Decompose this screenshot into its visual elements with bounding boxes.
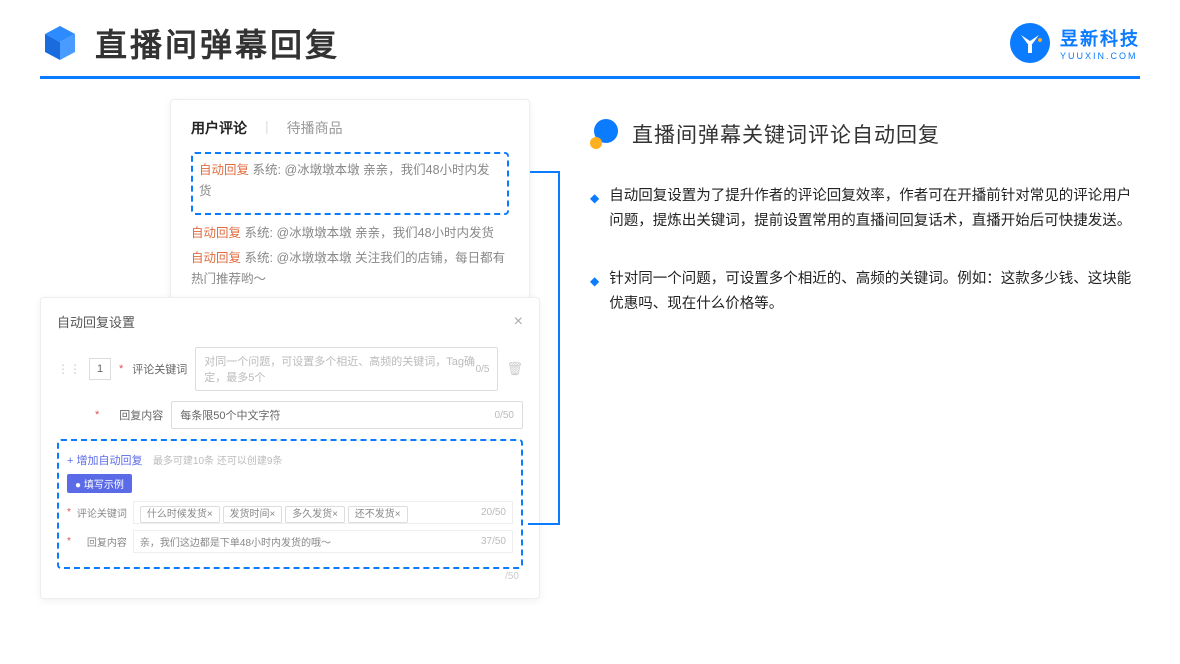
tag-chip[interactable]: 什么时候发货× — [140, 506, 220, 523]
reply-counter: 0/50 — [495, 410, 514, 421]
diamond-icon: ◆ — [590, 188, 599, 235]
comment-text: @冰墩墩本墩 亲亲，我们48小时内发货 — [276, 226, 494, 240]
system-label: 系统: — [245, 226, 273, 240]
tag-chip[interactable]: 发货时间× — [223, 506, 283, 523]
cube-icon — [40, 23, 80, 63]
header-left: 直播间弹幕回复 — [40, 20, 340, 66]
keyword-input[interactable]: 对同一个问题，可设置多个相近、高频的关键词，Tag确定，最多5个 0/5 — [195, 347, 498, 391]
reply-row: * 回复内容 每条限50个中文字符 0/50 — [57, 401, 523, 429]
required-marker: * — [67, 536, 71, 547]
ex-reply-text: 亲，我们这边都是下单48小时内发货的哦～ — [140, 534, 331, 549]
ex-keyword-label: 评论关键词 — [77, 505, 127, 520]
ex-tags: 什么时候发货× 发货时间× 多久发货× 还不发货× — [140, 505, 408, 520]
tab-user-comments[interactable]: 用户评论 — [191, 118, 247, 138]
example-keyword-row: * 评论关键词 什么时候发货× 发货时间× 多久发货× 还不发货× 20/50 — [67, 501, 513, 524]
section-header: 直播间弹幕关键词评论自动回复 — [590, 119, 1140, 149]
add-reply-link[interactable]: + 增加自动回复 — [67, 452, 142, 468]
outer-counter: /50 — [57, 569, 523, 582]
tab-separator: | — [265, 118, 269, 138]
connector-line — [558, 171, 560, 525]
left-column: 用户评论 | 待播商品 自动回复 系统: @冰墩墩本墩 亲亲，我们48小时内发货… — [40, 99, 540, 599]
required-marker: * — [95, 409, 99, 421]
right-column: 直播间弹幕关键词评论自动回复 ◆ 自动回复设置为了提升作者的评论回复效率，作者可… — [590, 99, 1140, 599]
auto-reply-tag: 自动回复 — [191, 251, 241, 265]
keyword-label: 评论关键词 — [131, 361, 187, 377]
index-box: 1 — [89, 358, 111, 380]
tag-chip[interactable]: 还不发货× — [348, 506, 408, 523]
delete-icon[interactable]: 🗑 — [506, 361, 523, 377]
tag-chip[interactable]: 多久发货× — [285, 506, 345, 523]
auto-reply-tag: 自动回复 — [191, 226, 241, 240]
connector-line — [528, 523, 560, 525]
ex-keyword-counter: 20/50 — [481, 507, 506, 518]
example-reply-row: * 回复内容 亲，我们这边都是下单48小时内发货的哦～ 37/50 — [67, 530, 513, 553]
settings-card: 自动回复设置 × ⋮⋮ 1 * 评论关键词 对同一个问题，可设置多个相近、高频的… — [40, 297, 540, 599]
comment-line: 自动回复 系统: @冰墩墩本墩 亲亲，我们48小时内发货 — [199, 160, 501, 203]
settings-title: 自动回复设置 — [57, 312, 135, 331]
add-hint: 最多可建10条 还可以创建9条 — [153, 456, 282, 467]
close-icon[interactable]: × — [514, 313, 523, 331]
brand-text: 昱新科技 YUUXIN.COM — [1060, 25, 1140, 61]
comments-card: 用户评论 | 待播商品 自动回复 系统: @冰墩墩本墩 亲亲，我们48小时内发货… — [170, 99, 530, 307]
comment-line: 自动回复 系统: @冰墩墩本墩 亲亲，我们48小时内发货 — [191, 223, 509, 244]
settings-header: 自动回复设置 × — [57, 312, 523, 331]
main-content: 用户评论 | 待播商品 自动回复 系统: @冰墩墩本墩 亲亲，我们48小时内发货… — [0, 99, 1180, 599]
brand-sub: YUUXIN.COM — [1060, 51, 1140, 61]
tab-products[interactable]: 待播商品 — [287, 118, 343, 138]
brand-name: 昱新科技 — [1060, 25, 1140, 51]
ex-reply-input[interactable]: 亲，我们这边都是下单48小时内发货的哦～ 37/50 — [133, 530, 513, 553]
keyword-placeholder: 对同一个问题，可设置多个相近、高频的关键词，Tag确定，最多5个 — [204, 353, 475, 385]
required-marker: * — [119, 363, 123, 375]
tabs: 用户评论 | 待播商品 — [191, 118, 509, 138]
ex-reply-label: 回复内容 — [77, 534, 127, 549]
header-divider — [40, 76, 1140, 79]
page-header: 直播间弹幕回复 昱新科技 YUUXIN.COM — [0, 0, 1180, 76]
required-marker: * — [67, 507, 71, 518]
system-label: 系统: — [245, 251, 273, 265]
drag-handle-icon[interactable]: ⋮⋮ — [57, 362, 81, 376]
ex-keyword-input[interactable]: 什么时候发货× 发货时间× 多久发货× 还不发货× 20/50 — [133, 501, 513, 524]
auto-reply-tag: 自动回复 — [199, 163, 249, 177]
section-icon — [590, 119, 620, 149]
brand-icon — [1010, 23, 1050, 63]
comment-line: 自动回复 系统: @冰墩墩本墩 关注我们的店铺，每日都有热门推荐哟～ — [191, 248, 509, 291]
bullet-text: 自动回复设置为了提升作者的评论回复效率，作者可在开播前针对常见的评论用户问题，提… — [609, 184, 1140, 235]
page-title: 直播间弹幕回复 — [95, 20, 340, 66]
bullet-item: ◆ 自动回复设置为了提升作者的评论回复效率，作者可在开播前针对常见的评论用户问题… — [590, 184, 1140, 235]
keyword-counter: 0/5 — [476, 364, 490, 375]
keyword-row: ⋮⋮ 1 * 评论关键词 对同一个问题，可设置多个相近、高频的关键词，Tag确定… — [57, 347, 523, 391]
reply-placeholder: 每条限50个中文字符 — [180, 407, 280, 423]
connector-line — [530, 171, 560, 173]
diamond-icon: ◆ — [590, 271, 599, 318]
section-title: 直播间弹幕关键词评论自动回复 — [632, 119, 940, 149]
reply-label: 回复内容 — [107, 407, 163, 423]
bullet-item: ◆ 针对同一个问题，可设置多个相近的、高频的关键词。例如：这款多少钱、这块能优惠… — [590, 267, 1140, 318]
example-box: + 增加自动回复 最多可建10条 还可以创建9条 ● 填写示例 * 评论关键词 … — [57, 439, 523, 569]
bullet-text: 针对同一个问题，可设置多个相近的、高频的关键词。例如：这款多少钱、这块能优惠吗、… — [609, 267, 1140, 318]
highlighted-comment: 自动回复 系统: @冰墩墩本墩 亲亲，我们48小时内发货 — [191, 152, 509, 215]
system-label: 系统: — [253, 163, 281, 177]
ex-reply-counter: 37/50 — [481, 536, 506, 547]
reply-input[interactable]: 每条限50个中文字符 0/50 — [171, 401, 523, 429]
brand-logo: 昱新科技 YUUXIN.COM — [1010, 23, 1140, 63]
example-badge: ● 填写示例 — [67, 474, 132, 493]
